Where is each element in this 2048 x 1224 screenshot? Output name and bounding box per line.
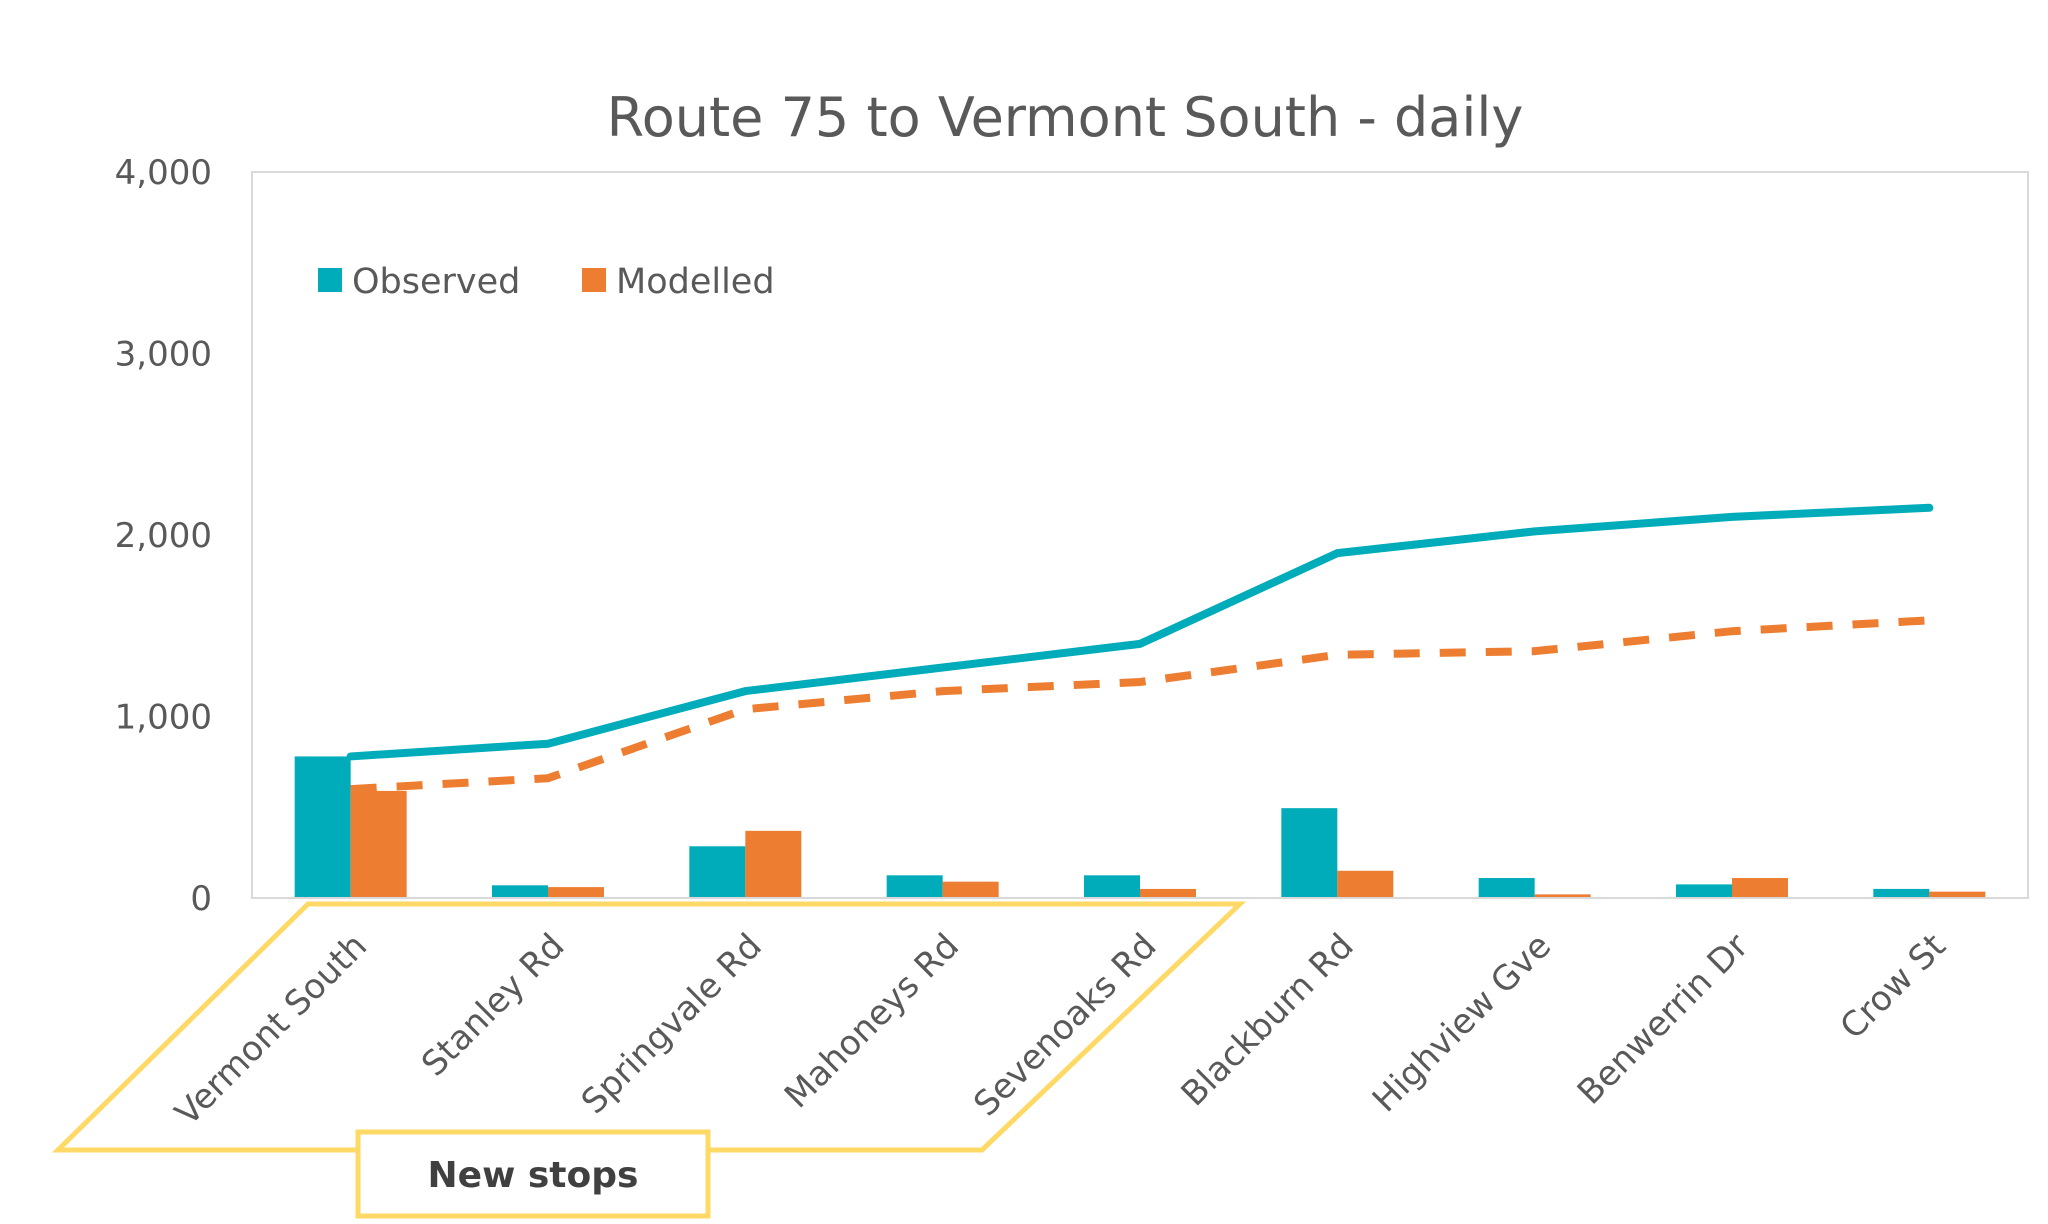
- new-stops-outline: [51, 901, 1247, 1153]
- x-tick-label: Benwerrin Dr: [1570, 926, 1757, 1113]
- x-tick-label: Springvale Rd: [574, 926, 770, 1122]
- bar-observed-8: [1873, 888, 1930, 898]
- x-tick-label: Sevenoaks Rd: [966, 926, 1164, 1124]
- bar-modelled-1: [548, 887, 604, 898]
- bar-modelled-3: [942, 881, 999, 898]
- bar-observed-2: [689, 846, 746, 898]
- y-tick-label: 4,000: [115, 153, 212, 193]
- legend-label-observed: Observed: [352, 262, 520, 302]
- y-tick-label: 2,000: [115, 516, 212, 556]
- bar-modelled-8: [1929, 891, 1986, 898]
- legend-label-modelled: Modelled: [616, 262, 775, 302]
- new-stops-annotation: New stops: [51, 901, 1247, 1219]
- bar-modelled-6: [1534, 894, 1591, 898]
- x-tick-label: Crow St: [1833, 926, 1954, 1047]
- bar-observed-1: [492, 885, 548, 898]
- x-axis: Vermont South Stanley Rd Springvale Rd Maho…: [168, 926, 1954, 1133]
- observed-cumulative-line: [346, 503, 1934, 761]
- bar-modelled-7: [1732, 878, 1788, 898]
- x-tick-label: Highview Gve: [1365, 926, 1559, 1120]
- bar-modelled-2: [745, 830, 802, 898]
- bar-observed-6: [1478, 878, 1535, 898]
- new-stops-label: New stops: [428, 1155, 639, 1196]
- modelled-cumulative-line: [350, 616, 1930, 794]
- bar-observed-5: [1281, 808, 1338, 898]
- chart-title: Route 75 to Vermont South - daily: [607, 86, 1524, 149]
- x-tick-label: Mahoneys Rd: [777, 926, 967, 1116]
- x-tick-label: Vermont South: [168, 926, 375, 1133]
- bar-modelled-5: [1337, 870, 1394, 898]
- bar-observed-4: [1084, 875, 1140, 898]
- bar-observed-7: [1676, 884, 1732, 898]
- line-series: [346, 503, 1934, 794]
- y-tick-label: 1,000: [115, 698, 212, 738]
- x-tick-label: Stanley Rd: [414, 926, 572, 1084]
- legend-swatch-observed: [318, 268, 342, 292]
- legend: Observed Modelled: [318, 262, 775, 302]
- legend-swatch-modelled: [582, 268, 606, 292]
- x-tick-label: Blackburn Rd: [1174, 926, 1362, 1114]
- y-tick-label: 3,000: [115, 335, 212, 375]
- bar-modelled-4: [1140, 888, 1196, 898]
- y-tick-label: 0: [190, 879, 212, 919]
- bar-observed-3: [886, 875, 943, 898]
- new-stops-label-box: [355, 1129, 711, 1219]
- bar-modelled-0: [350, 790, 407, 898]
- y-axis: 0 1,000 2,000 3,000 4,000: [115, 153, 212, 919]
- bar-series: [294, 756, 1986, 898]
- bar-observed-0: [294, 756, 351, 898]
